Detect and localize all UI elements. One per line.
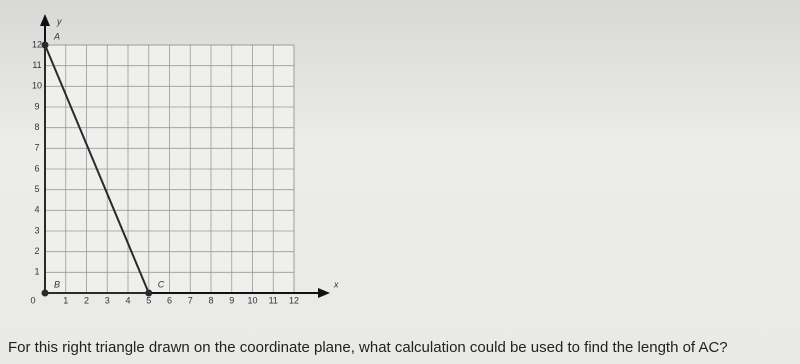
x-tick-label: 2 bbox=[84, 295, 89, 305]
y-tick-label: 12 bbox=[32, 39, 42, 49]
y-tick-label: 11 bbox=[32, 60, 41, 70]
x-tick-label: 11 bbox=[269, 295, 278, 305]
x-tick-label: 3 bbox=[105, 295, 110, 305]
y-tick-label: 7 bbox=[34, 143, 39, 153]
y-tick-label: 6 bbox=[34, 163, 39, 173]
x-axis-label: x bbox=[333, 279, 339, 289]
y-tick-label: 2 bbox=[34, 246, 39, 256]
y-tick-label: 10 bbox=[32, 81, 42, 91]
x-tick-label: 6 bbox=[167, 295, 172, 305]
y-tick-label: 1 bbox=[34, 267, 39, 277]
y-arrow bbox=[40, 14, 50, 26]
point bbox=[41, 289, 49, 297]
y-tick-label: 5 bbox=[34, 184, 39, 194]
y-axis-label: y bbox=[56, 16, 62, 26]
y-tick-label: 9 bbox=[34, 101, 39, 111]
point bbox=[41, 41, 49, 49]
x-tick-label: 5 bbox=[146, 295, 151, 305]
x-tick-label: 9 bbox=[229, 295, 234, 305]
point-label: C bbox=[158, 279, 165, 289]
question-text: For this right triangle drawn on the coo… bbox=[8, 339, 728, 356]
x-tick-label: 10 bbox=[247, 295, 257, 305]
x-tick-label: 4 bbox=[125, 295, 130, 305]
point-label: B bbox=[54, 279, 60, 289]
y-tick-label: 4 bbox=[34, 205, 39, 215]
y-tick-label: 3 bbox=[34, 225, 39, 235]
point bbox=[145, 289, 153, 297]
x-tick-label: 8 bbox=[208, 295, 213, 305]
x-tick-label: 12 bbox=[289, 295, 299, 305]
x-tick-label: 0 bbox=[30, 295, 35, 305]
y-tick-label: 8 bbox=[34, 122, 39, 132]
x-tick-label: 7 bbox=[188, 295, 193, 305]
triangle bbox=[44, 44, 151, 294]
x-tick-label: 1 bbox=[63, 295, 68, 305]
point-label: A bbox=[53, 31, 60, 41]
x-arrow bbox=[318, 288, 330, 298]
